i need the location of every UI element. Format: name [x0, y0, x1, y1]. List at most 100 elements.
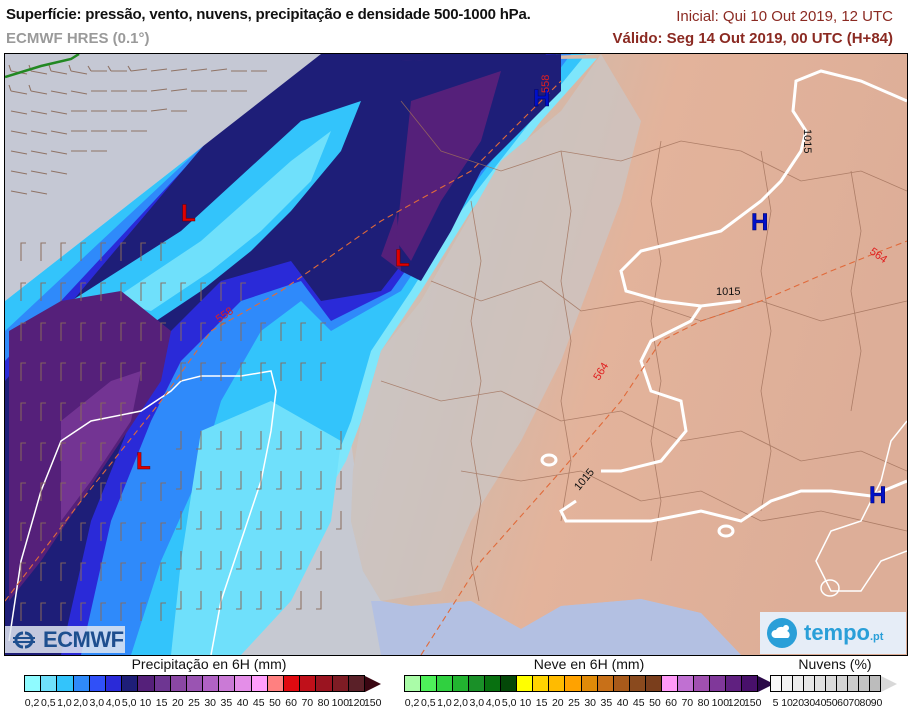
precip-sw-lightblue	[171, 401, 341, 655]
precip-tick: 0,5	[40, 697, 56, 709]
isobar-label-1015: 1015	[801, 129, 813, 153]
snow-swatch	[516, 675, 533, 692]
clouds-swatch	[781, 675, 792, 692]
precip-tick: 70	[301, 697, 314, 709]
precip-tick: 25	[188, 697, 200, 709]
clouds-tick: 10	[781, 697, 793, 709]
clouds-legend: Nuvens (%) 5 10 20 30 40 50 60 70 80 90	[770, 656, 900, 709]
clouds-tick: 70	[848, 697, 860, 709]
precip-tick: 15	[155, 697, 168, 709]
precip-swatch	[234, 675, 251, 692]
clouds-swatch	[803, 675, 814, 692]
snow-swatch	[612, 675, 629, 692]
snow-tick: 40	[616, 697, 629, 709]
precip-tick: 10	[139, 697, 152, 709]
wind-barbs-south	[20, 242, 342, 621]
front-line	[5, 54, 80, 79]
precip-swatch	[283, 675, 300, 692]
precip-swatch	[218, 675, 235, 692]
ecmwf-logo-text: ECMWF	[43, 626, 124, 652]
precip-swatch	[24, 675, 41, 692]
precip-swatch	[169, 675, 186, 692]
precip-swatch	[331, 675, 348, 692]
cloud-sun-icon	[767, 618, 797, 648]
precip-tick: 2,0	[73, 697, 88, 709]
initial-time: Inicial: Qui 10 Out 2019, 12 UTC	[676, 8, 893, 25]
valid-time: Válido: Seg 14 Out 2019, 00 UTC (H+84)	[612, 30, 893, 47]
precip-tick: 35	[220, 697, 233, 709]
clouds-swatch	[825, 675, 836, 692]
clouds-tick: 20	[792, 697, 805, 709]
snow-tick: 0,2	[404, 697, 420, 709]
high-pressure-center: H	[533, 85, 550, 112]
clouds-tick: 50	[825, 697, 838, 709]
precip-swatch	[299, 675, 316, 692]
weather-map[interactable]: L L L H H H 1015 1015 1015 564 564 558 5…	[4, 53, 908, 656]
precip-swatch	[315, 675, 332, 692]
snow-tick: 3,0	[469, 697, 485, 709]
snow-tick: 150	[743, 697, 762, 709]
snow-swatch	[628, 675, 645, 692]
clouds-tick: 60	[837, 697, 849, 709]
snow-swatch	[596, 675, 613, 692]
snow-swatch	[692, 675, 709, 692]
snow-swatch	[564, 675, 581, 692]
wind-barbs	[8, 64, 267, 195]
tempo-logo: tempo.pt	[760, 612, 906, 654]
precip-swatch	[250, 675, 267, 692]
clouds-tick: 40	[814, 697, 827, 709]
tempo-logo-text: tempo.pt	[804, 620, 884, 645]
precip-swatch	[40, 675, 57, 692]
precip-tick: 4,0	[105, 697, 121, 709]
clouds-swatch	[814, 675, 825, 692]
isobar-label-1015: 1015	[716, 286, 740, 298]
precip-swatch	[104, 675, 122, 692]
ecmwf-emblem-icon	[13, 631, 35, 648]
clouds-swatch	[836, 675, 847, 692]
snow-swatch	[404, 675, 421, 692]
clouds-swatch	[847, 675, 858, 692]
snow-swatch	[420, 675, 437, 692]
snow-swatch	[676, 675, 693, 692]
ecmwf-logo: ECMWF	[5, 626, 125, 653]
thickness-label-558: 558	[540, 75, 552, 93]
snow-swatch	[740, 675, 759, 692]
snow-tick: 35	[600, 697, 613, 709]
precip-tick: 3,0	[89, 697, 105, 709]
snow-tick: 10	[519, 697, 532, 709]
snow-tick: 15	[535, 697, 548, 709]
precip-swatch	[185, 675, 203, 692]
pressure-centers: L L L H H H	[136, 85, 887, 510]
snow-tick: 100	[711, 697, 730, 709]
snow-legend: Neve en 6H (mm) 0,2 0,5 1,0 2,0 3,0 4,0 5,0 10 1…	[404, 656, 775, 709]
low-pressure-center: L	[181, 200, 196, 227]
clouds-arrow	[881, 675, 897, 692]
precip-swatch	[72, 675, 89, 692]
precip-tick: 150	[363, 697, 382, 709]
snow-colorbar	[404, 675, 775, 692]
precip-gap-inner	[111, 131, 331, 311]
thickness-lines	[5, 80, 907, 655]
snow-swatch	[532, 675, 549, 692]
low-pressure-center: L	[395, 245, 410, 272]
clouds-legend-title: Nuvens (%)	[798, 656, 872, 672]
snow-ticks: 0,2 0,5 1,0 2,0 3,0 4,0 5,0 10 15 20 25 30 35 40 45 50 6…	[404, 697, 774, 709]
clouds-tick: 5	[772, 697, 779, 709]
precip-tick: 80	[317, 697, 330, 709]
precip-tick: 0,2	[24, 697, 40, 709]
clouds-swatch	[792, 675, 803, 692]
header-title: Superfície: pressão, vento, nuvens, prec…	[6, 6, 531, 23]
precip-tick: 30	[204, 697, 216, 709]
clouds-tick: 90	[870, 697, 883, 709]
snow-swatch	[724, 675, 741, 692]
precip-swatch	[56, 675, 73, 692]
snow-tick: 2,0	[453, 697, 468, 709]
precip-tick: 100	[331, 697, 350, 709]
snow-tick: 30	[584, 697, 596, 709]
snow-tick: 80	[697, 697, 710, 709]
snow-swatch	[660, 675, 677, 692]
country-borders	[380, 100, 907, 602]
snow-swatch	[468, 675, 485, 692]
snow-swatch	[436, 675, 453, 692]
precip-tick: 5,0	[121, 697, 137, 709]
